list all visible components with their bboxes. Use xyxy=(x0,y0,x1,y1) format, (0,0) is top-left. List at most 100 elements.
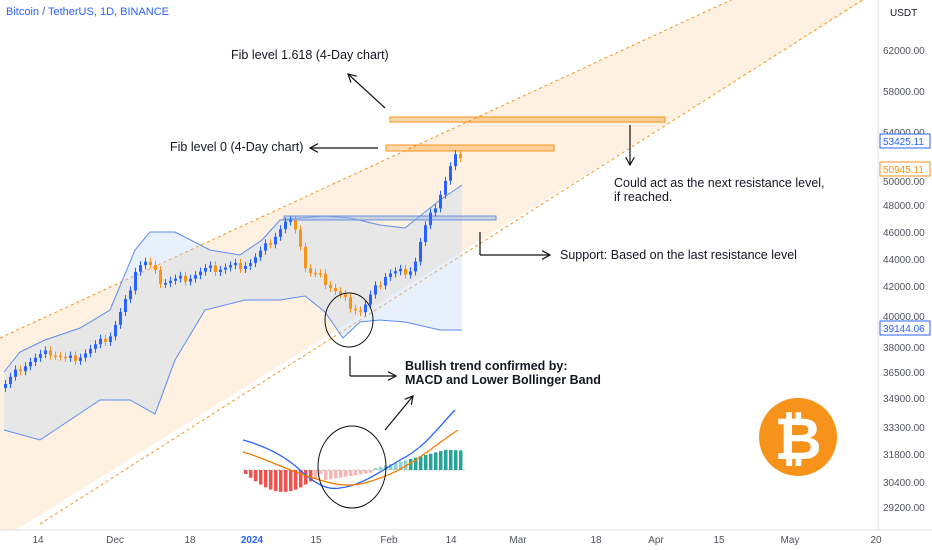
candle-body xyxy=(34,357,37,362)
arrow-resistance-head xyxy=(625,156,635,167)
candle-body xyxy=(94,344,97,349)
candle-body xyxy=(64,356,67,359)
y-tick-label: 31800.00 xyxy=(883,450,925,461)
candle-body xyxy=(119,312,122,325)
macd-inset xyxy=(242,409,466,492)
resistance-note-line1: Could act as the next resistance level, xyxy=(614,176,825,190)
candle-body xyxy=(344,294,347,298)
candle-body xyxy=(234,262,237,266)
candle-body xyxy=(14,369,17,377)
currency-label: USDT xyxy=(890,8,917,19)
candle-body xyxy=(304,246,307,269)
highlight-circle-price xyxy=(324,292,374,348)
support-zone xyxy=(283,215,497,221)
candle-body xyxy=(199,271,202,276)
candle-body xyxy=(314,272,317,275)
candle-body xyxy=(334,288,337,292)
macd-bar xyxy=(359,470,363,475)
candle-body xyxy=(414,261,417,272)
candle-body xyxy=(54,355,57,358)
macd-bar xyxy=(319,470,323,474)
macd-bar xyxy=(404,460,408,470)
price-tag-box xyxy=(879,161,931,177)
candles xyxy=(4,150,462,392)
candle-body xyxy=(444,180,447,195)
macd-bar xyxy=(399,461,403,470)
candle-body xyxy=(239,262,242,269)
macd-bar xyxy=(419,456,423,470)
channel-lower-line xyxy=(39,0,864,525)
candle-body xyxy=(299,229,302,247)
macd-bar xyxy=(369,470,373,473)
macd-bar xyxy=(434,452,438,470)
macd-bar xyxy=(299,470,303,488)
candle-body xyxy=(229,265,232,268)
bollinger-band-fill xyxy=(4,185,462,440)
macd-bar xyxy=(324,470,328,480)
candle-body xyxy=(434,208,437,213)
arrow-support-head xyxy=(541,250,552,260)
candle-body xyxy=(204,268,207,272)
macd-bar xyxy=(294,470,298,490)
symbol-header[interactable]: Bitcoin / TetherUS, 1D, BINANCE xyxy=(6,6,170,18)
candle-body xyxy=(404,268,407,275)
macd-bar xyxy=(284,470,288,492)
arrow-bullish xyxy=(350,371,398,381)
candle-body xyxy=(249,263,252,266)
candle-body xyxy=(259,250,262,258)
candle-body xyxy=(419,242,422,262)
candle-body xyxy=(184,275,187,282)
y-axis-bg xyxy=(878,0,932,530)
y-tick-label: 30400.00 xyxy=(883,478,925,489)
candle-body xyxy=(79,357,82,361)
macd-bar xyxy=(329,470,333,480)
candle-body xyxy=(274,236,277,245)
candle-body xyxy=(124,299,127,312)
macd-bar xyxy=(444,449,448,470)
macd-line xyxy=(242,409,456,490)
candle-body xyxy=(179,275,182,279)
macd-bar xyxy=(269,470,273,490)
fib-1618-label: Fib level 1.618 (4-Day chart) xyxy=(231,48,389,62)
y-tick-label: 48000.00 xyxy=(883,201,925,212)
arrow-macd-head xyxy=(404,395,414,405)
arrow-fib-0 xyxy=(308,143,378,153)
candle-body xyxy=(49,350,52,356)
x-tick-label: 20 xyxy=(870,535,882,546)
candle-body xyxy=(139,265,142,272)
candle-body xyxy=(99,338,102,345)
candle-body xyxy=(164,283,167,285)
candle-body xyxy=(394,271,397,274)
candle-body xyxy=(254,257,257,264)
x-tick-label: May xyxy=(781,535,800,546)
candle-body xyxy=(39,354,42,358)
fib-0-zone xyxy=(385,144,555,152)
candle-body xyxy=(84,353,87,358)
candle-body xyxy=(389,273,392,277)
arrow-fib-1618 xyxy=(347,73,386,109)
candle-body xyxy=(134,271,137,291)
price-tag-label: 39144.06 xyxy=(883,324,925,335)
macd-bar xyxy=(374,468,378,470)
candle-body xyxy=(399,268,402,272)
candle-body xyxy=(219,269,222,272)
bullish-note-line1: Bullish trend confirmed by: xyxy=(405,359,568,373)
candle-body xyxy=(189,278,192,282)
candle-body xyxy=(114,324,117,337)
candle-body xyxy=(439,194,442,209)
y-tick-label: 38000.00 xyxy=(883,343,925,354)
candle-body xyxy=(29,362,32,367)
macd-bar xyxy=(439,451,443,470)
bitcoin-logo-glyph: ₿ xyxy=(774,407,821,472)
arrow-bullish-head xyxy=(387,371,398,381)
macd-bar xyxy=(389,464,393,470)
x-tick-label: 14 xyxy=(445,535,457,546)
arrow-macd-shaft xyxy=(384,395,414,431)
x-tick-label: Apr xyxy=(648,535,664,546)
y-tick-label: 50000.00 xyxy=(883,177,925,188)
bitcoin-logo-circle xyxy=(759,398,837,476)
candle-body xyxy=(309,268,312,273)
highlight-circle-macd xyxy=(317,425,387,509)
candle-body xyxy=(454,154,457,167)
